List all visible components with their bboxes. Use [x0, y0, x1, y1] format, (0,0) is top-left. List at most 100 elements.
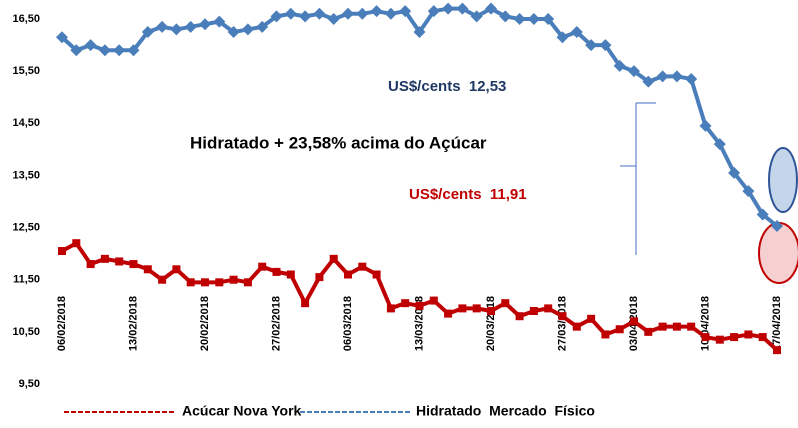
point — [358, 262, 367, 271]
point — [685, 72, 698, 85]
point — [515, 312, 524, 321]
point — [184, 20, 197, 33]
point — [384, 7, 397, 20]
point — [370, 5, 383, 18]
point — [170, 23, 183, 36]
point — [713, 138, 726, 151]
point — [156, 20, 169, 33]
point — [470, 10, 483, 23]
point — [272, 267, 281, 276]
x-tick-label: 27/02/2018 — [270, 296, 282, 351]
annotation: US$/cents 12,53 — [388, 78, 506, 95]
highlight-ellipse — [768, 147, 798, 213]
point — [243, 278, 252, 287]
point — [115, 257, 124, 266]
point — [386, 304, 395, 313]
point — [699, 119, 712, 132]
point — [172, 265, 181, 274]
legend-label: Acúcar Nova York — [182, 403, 302, 419]
y-tick-label: 15,50 — [12, 65, 40, 77]
point — [656, 70, 669, 83]
y-tick-label: 11,50 — [13, 274, 40, 286]
point — [601, 330, 610, 339]
point — [241, 23, 254, 36]
point — [744, 330, 753, 339]
point — [213, 15, 226, 28]
point — [572, 322, 581, 331]
point — [429, 296, 438, 305]
point — [701, 333, 710, 342]
point — [141, 26, 154, 39]
point — [556, 31, 569, 44]
point — [327, 13, 340, 25]
point — [715, 335, 724, 344]
point — [758, 333, 767, 342]
point — [258, 262, 267, 271]
point — [158, 275, 167, 284]
point — [672, 322, 681, 331]
point — [215, 278, 224, 287]
point — [527, 13, 540, 25]
point — [100, 254, 109, 263]
point — [499, 10, 512, 23]
point — [485, 2, 497, 15]
point — [742, 185, 755, 198]
point — [427, 5, 440, 18]
point — [529, 307, 538, 315]
point — [415, 301, 424, 310]
point — [570, 26, 583, 39]
point — [286, 270, 295, 279]
point — [356, 7, 369, 20]
point — [658, 322, 667, 331]
y-tick-label: 13,50 — [12, 169, 40, 181]
point — [585, 39, 598, 52]
point — [599, 39, 612, 52]
point — [201, 278, 209, 287]
point — [58, 247, 66, 256]
point — [299, 10, 312, 23]
point — [284, 7, 297, 20]
point — [558, 312, 567, 321]
point — [129, 260, 138, 269]
point — [756, 208, 769, 221]
point — [587, 314, 596, 323]
x-tick-label: 20/03/2018 — [485, 296, 497, 351]
x-tick-label: 10/04/2018 — [699, 296, 711, 351]
point — [615, 325, 624, 334]
x-tick-label: 06/03/2018 — [342, 296, 354, 351]
point — [329, 254, 338, 263]
point — [301, 299, 310, 308]
point — [143, 265, 152, 274]
point — [199, 18, 211, 31]
point — [127, 44, 140, 57]
y-tick-label: 10,50 — [12, 326, 40, 338]
point — [472, 304, 481, 313]
point — [456, 2, 469, 15]
highlight-ellipse — [758, 222, 798, 284]
point — [687, 322, 696, 331]
point — [628, 65, 640, 78]
point — [399, 5, 412, 18]
point — [544, 304, 553, 313]
point — [229, 275, 238, 284]
point — [487, 307, 495, 315]
point — [501, 299, 510, 308]
x-tick-label: 27/03/2018 — [556, 296, 568, 351]
annotation: Hidratado + 23,58% acima do Açúcar — [190, 133, 487, 152]
legend-label: Hidratado Mercado Físico — [416, 403, 595, 419]
bracket — [620, 102, 656, 255]
point — [773, 346, 781, 355]
point — [186, 278, 195, 287]
point — [56, 31, 68, 44]
point — [84, 39, 97, 52]
point — [728, 166, 741, 179]
point — [442, 2, 455, 15]
point — [270, 10, 283, 23]
point — [256, 20, 269, 33]
point — [86, 260, 95, 269]
point — [98, 44, 111, 57]
point — [315, 273, 324, 282]
point — [313, 7, 326, 20]
y-tick-label: 9,50 — [19, 378, 40, 390]
